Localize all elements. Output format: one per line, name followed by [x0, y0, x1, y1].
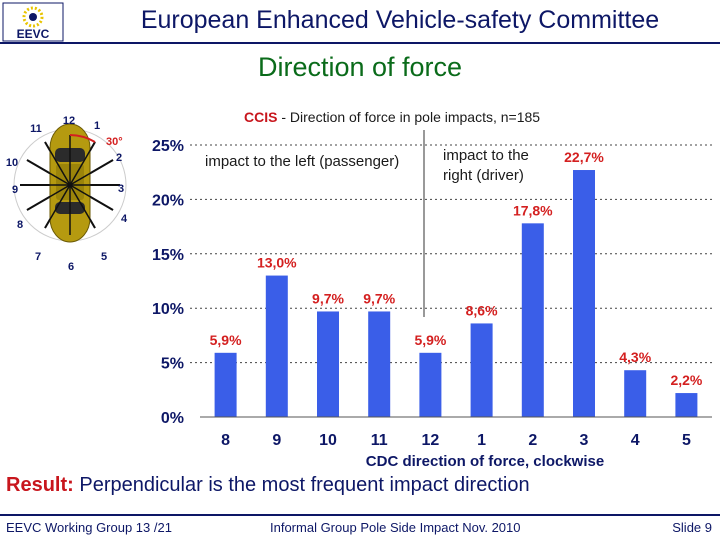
- value-label: 5,9%: [210, 332, 242, 348]
- clock-label: 7: [35, 251, 41, 263]
- value-labels: 5,9% 13,0% 9,7% 9,7% 5,9% 8,6% 17,8% 22,7% 4,3% 2…: [210, 149, 703, 388]
- bar: [624, 370, 647, 417]
- y-tick-label: 20%: [152, 192, 184, 209]
- clock-label: 8: [17, 219, 23, 231]
- x-axis-title: CDC direction of force, clockwise: [366, 453, 604, 470]
- x-tick-label: 2: [528, 432, 537, 449]
- chart: 12 1 2 3 4 5 6 7 8 9 10 11 30° CCIS - Di…: [6, 109, 712, 470]
- x-tick-label: 5: [682, 432, 691, 449]
- clock-label: 10: [6, 157, 18, 169]
- chart-title: CCIS - Direction of force in pole impact…: [244, 109, 540, 125]
- result-text: Result: Perpendicular is the most freque…: [6, 474, 530, 497]
- result-body: Perpendicular is the most frequent impac…: [73, 474, 530, 496]
- x-tick-label: 1: [477, 432, 486, 449]
- annotation-right-line2: right (driver): [443, 167, 524, 184]
- y-tick-label: 10%: [152, 301, 184, 318]
- x-tick-label: 9: [272, 432, 281, 449]
- bar: [265, 275, 288, 417]
- y-tick-labels: 0% 5% 10% 15% 20% 25%: [152, 138, 184, 427]
- header-divider: [0, 42, 720, 44]
- x-tick-label: 4: [631, 432, 640, 449]
- value-label: 13,0%: [257, 255, 297, 271]
- value-label: 17,8%: [513, 202, 553, 218]
- clock-label: 5: [101, 251, 107, 263]
- x-tick-label: 10: [319, 432, 337, 449]
- x-tick-label: 3: [580, 432, 589, 449]
- x-tick-label: 12: [422, 432, 440, 449]
- clock-diagram: 12 1 2 3 4 5 6 7 8 9 10 11 30°: [6, 115, 128, 273]
- slide-title: Direction of force: [257, 52, 463, 82]
- angle-arc: [69, 134, 96, 143]
- x-tick-labels: 8 9 10 11 12 1 2 3 4 5: [221, 432, 691, 449]
- value-label: 5,9%: [414, 332, 446, 348]
- clock-label: 12: [63, 115, 75, 127]
- value-label: 4,3%: [619, 349, 651, 365]
- chart-title-rest: - Direction of force in pole impacts, n=…: [277, 109, 540, 125]
- annotation-right-line1: impact to the: [443, 147, 529, 164]
- result-label: Result:: [6, 474, 74, 496]
- value-label: 9,7%: [363, 290, 395, 306]
- footer-left: EEVC Working Group 13 /21: [6, 520, 172, 535]
- value-label: 9,7%: [312, 290, 344, 306]
- y-tick-label: 0%: [161, 410, 184, 427]
- clock-label: 1: [94, 120, 100, 132]
- annotation-left: impact to the left (passenger): [205, 153, 399, 170]
- angle-label: 30°: [106, 136, 123, 148]
- y-tick-label: 15%: [152, 247, 184, 264]
- clock-label: 9: [12, 184, 18, 196]
- y-tick-label: 25%: [152, 138, 184, 155]
- bar: [214, 352, 237, 417]
- x-tick-label: 11: [371, 432, 388, 449]
- bar: [470, 323, 493, 417]
- logo-text: EEVC: [17, 27, 50, 41]
- value-label: 22,7%: [564, 149, 604, 165]
- footer-divider: [0, 514, 720, 516]
- bar: [368, 311, 391, 417]
- clock-label: 4: [121, 213, 128, 225]
- value-label: 2,2%: [670, 372, 702, 388]
- header-title: European Enhanced Vehicle-safety Committ…: [140, 6, 660, 34]
- clock-label: 2: [116, 152, 122, 164]
- clock-label: 3: [118, 183, 124, 195]
- chart-title-prefix: CCIS: [244, 109, 277, 125]
- clock-label: 6: [68, 261, 74, 273]
- y-tick-label: 5%: [161, 356, 184, 373]
- bars: [214, 170, 698, 417]
- bar: [675, 393, 698, 417]
- bar: [573, 170, 595, 417]
- clock-rays-overlay: [20, 135, 120, 235]
- bar: [419, 352, 442, 417]
- eevc-logo: EEVC: [2, 2, 64, 42]
- clock-label: 11: [30, 123, 42, 135]
- x-tick-label: 8: [221, 432, 230, 449]
- value-label: 8,6%: [466, 302, 498, 318]
- bar: [521, 223, 544, 417]
- footer-right: Slide 9: [672, 520, 712, 535]
- footer-center: Informal Group Pole Side Impact Nov. 201…: [270, 520, 521, 535]
- bar: [317, 311, 339, 417]
